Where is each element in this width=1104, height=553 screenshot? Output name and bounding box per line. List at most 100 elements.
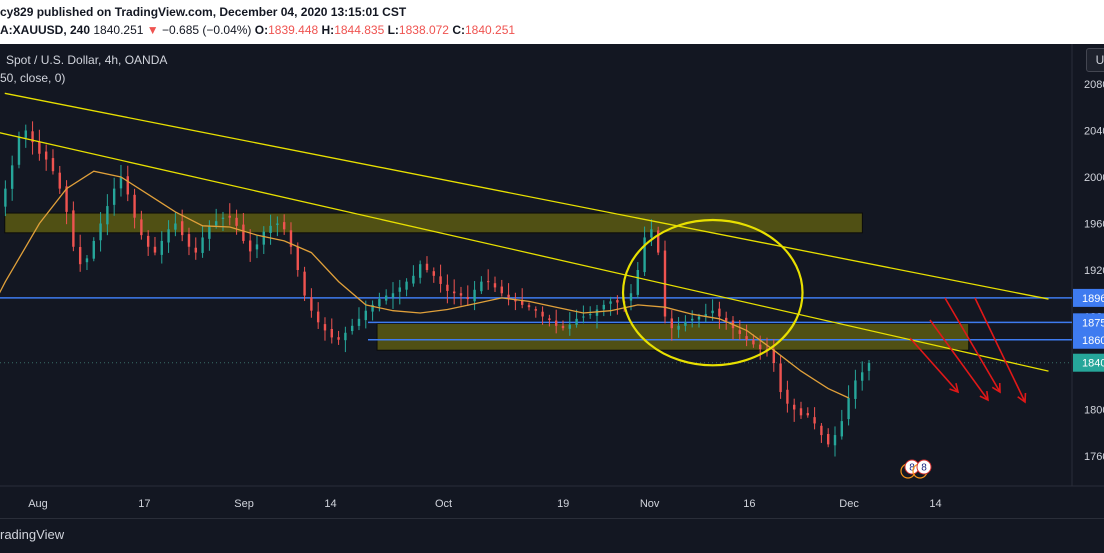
candle-body (242, 224, 245, 241)
footer: radingView (0, 518, 1104, 553)
candle-body (616, 300, 619, 303)
candle-body (10, 165, 14, 189)
candle-body (187, 234, 191, 247)
candle-body (248, 240, 252, 252)
candle-body (500, 286, 503, 294)
y-tick-label: 1920 (1084, 265, 1104, 277)
arrow-shaft (974, 297, 1026, 403)
candle-body (432, 271, 435, 276)
event-marker-label: 8 (909, 463, 915, 474)
candle-body (690, 318, 694, 321)
candle-body (214, 221, 218, 226)
candle-body (792, 404, 796, 410)
candle-body (588, 314, 592, 316)
candle-body (466, 297, 469, 300)
candle-body (758, 344, 762, 350)
candle-body (112, 188, 116, 205)
candle-body (745, 336, 748, 340)
candle-body (813, 417, 816, 424)
close-value: 1840.251 (465, 23, 516, 37)
candle-body (296, 246, 299, 270)
candle-body (541, 311, 544, 317)
candle-body (350, 325, 354, 332)
candle-body (452, 291, 456, 294)
candle-body (480, 281, 483, 292)
candle-body (738, 330, 741, 334)
price-change: −0.685 (−0.04%) (162, 23, 252, 37)
arrow-head (949, 383, 960, 394)
candle-body (119, 177, 123, 189)
candle-body (174, 223, 177, 230)
candle-body (140, 219, 143, 236)
y-tick-label: 2000 (1084, 172, 1104, 184)
candle-body (269, 225, 272, 233)
instrument-legend: Spot / U.S. Dollar, 4h, OANDA (6, 53, 168, 67)
candle-body (609, 301, 612, 304)
brand-label: radingView (0, 527, 65, 542)
candle-body (194, 247, 197, 253)
candle-body (847, 397, 850, 420)
candle-body (820, 425, 823, 436)
candle-body (337, 337, 340, 340)
candle-body (364, 310, 367, 321)
candle-body (602, 304, 605, 310)
candle-body (58, 172, 61, 189)
candle-body (527, 305, 531, 308)
candle-body (106, 206, 109, 225)
price-badge (1073, 288, 1104, 307)
candle-body (561, 325, 565, 329)
price-badge (1073, 313, 1104, 332)
header: cy829 published on TradingView.com, Dece… (0, 0, 1104, 44)
candle-body (697, 316, 701, 320)
candle-body (221, 217, 225, 219)
high-value: 1844.835 (334, 23, 385, 37)
high-label: H: (321, 23, 335, 37)
candle-body (228, 215, 231, 218)
candle-body (439, 276, 442, 284)
candle-body (92, 240, 95, 259)
price-badge-label: 1860 (1082, 335, 1104, 347)
candle-body (840, 421, 843, 437)
unit-button[interactable]: U (1086, 48, 1104, 72)
zone-rect (4, 212, 863, 234)
candle-body (398, 287, 401, 292)
candle-body (180, 221, 184, 236)
candle-body (310, 297, 313, 311)
y-tick-label: 1960 (1084, 219, 1104, 231)
candle-body (704, 314, 707, 317)
candle-body (772, 349, 775, 363)
candle-body (493, 283, 497, 288)
candle-body (752, 339, 755, 345)
x-tick-label: Oct (435, 498, 452, 510)
x-tick-label: 14 (324, 498, 336, 510)
x-tick-label: Dec (839, 498, 859, 510)
candle-body (99, 223, 102, 241)
x-tick-label: Aug (28, 498, 48, 510)
candle-body (31, 131, 34, 143)
candle-body (323, 324, 327, 331)
arrow-shaft (944, 297, 1001, 393)
x-tick-label: Nov (640, 498, 660, 510)
candle-body (330, 328, 333, 338)
candle-body (534, 309, 537, 311)
candle-body (51, 158, 55, 172)
candle-body (724, 317, 728, 322)
candle-body (208, 225, 211, 239)
x-tick-label: Sep (234, 498, 254, 510)
candle-body (371, 304, 374, 312)
candle-body (799, 408, 803, 416)
candle-body (718, 308, 721, 317)
price-chart[interactable]: 8820802040200019601920188018401800176018… (0, 44, 1104, 518)
candle-body (520, 300, 524, 305)
candle-body (405, 281, 408, 290)
candle-body (167, 229, 170, 243)
event-marker-label: 8 (921, 463, 927, 474)
publish-line: cy829 published on TradingView.com, Dece… (0, 5, 407, 19)
candle-body (391, 293, 395, 298)
trendline (0, 132, 1049, 372)
price-badge (1073, 353, 1104, 372)
candle-body (656, 230, 660, 253)
y-tick-label: 2080 (1084, 79, 1104, 91)
candle-body (133, 194, 136, 218)
candle-body (85, 258, 89, 263)
